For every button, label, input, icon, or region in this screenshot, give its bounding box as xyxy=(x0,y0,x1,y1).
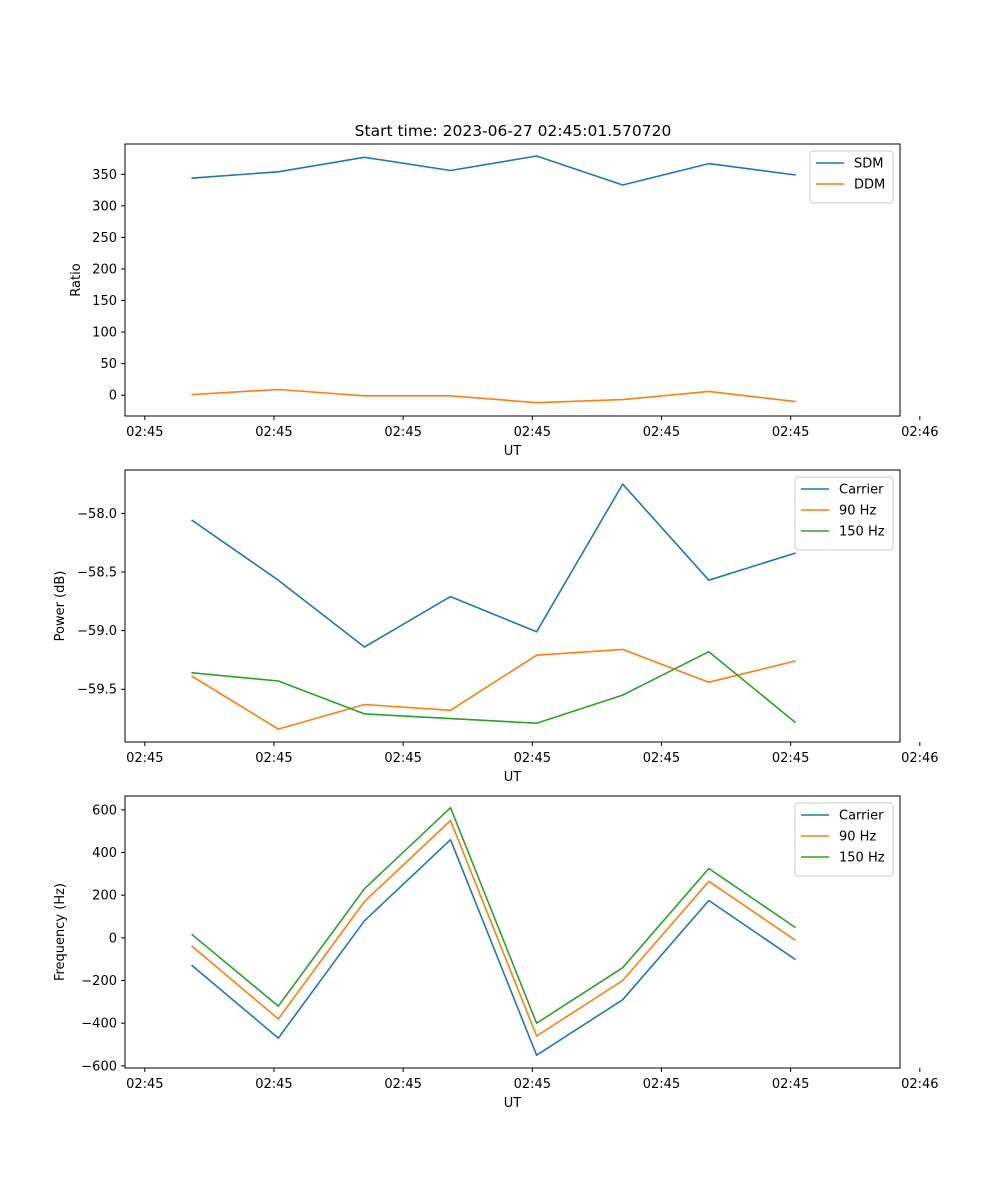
y-tick-label: 150 xyxy=(92,294,117,309)
series-line-150-hz xyxy=(191,650,797,725)
legend-label: DDM xyxy=(854,178,885,193)
series-line-carrier xyxy=(191,483,796,648)
y-tick-label: −200 xyxy=(81,974,117,989)
x-axis-label: UT xyxy=(504,770,522,785)
chart-title: Start time: 2023-06-27 02:45:01.570720 xyxy=(355,122,672,140)
panel-1: 02:45 02:45 02:45 02:45 02:45 02:45 02:46 0 50 10… xyxy=(69,143,939,459)
series-line-90-hz xyxy=(191,819,797,1037)
series-line-90-hz xyxy=(191,648,796,730)
axes-frame xyxy=(124,795,901,1069)
legend-label: Carrier xyxy=(839,483,884,498)
x-tick-label: 02:45 xyxy=(255,425,292,440)
y-tick-label: 50 xyxy=(100,357,117,372)
series-line-150-hz xyxy=(191,806,797,1025)
panel-2: 02:45 02:45 02:45 02:45 02:45 02:45 02:46 −59.5… xyxy=(53,469,939,785)
legend-label: Carrier xyxy=(839,809,884,824)
y-axis-label: Power (dB) xyxy=(53,571,68,642)
legend: Carrier 90 Hz 150 Hz xyxy=(794,802,894,877)
x-tick-label: 02:45 xyxy=(384,425,421,440)
x-tick-label: 02:45 xyxy=(772,1077,809,1092)
y-tick-label: 200 xyxy=(92,262,117,277)
x-tick-label: 02:45 xyxy=(255,1077,292,1092)
y-tick-label: 350 xyxy=(92,168,117,183)
y-tick-label: −59.0 xyxy=(77,624,117,639)
x-tick-label: 02:45 xyxy=(126,751,163,766)
x-tick-label: 02:45 xyxy=(643,751,680,766)
y-tick-label: −59.5 xyxy=(77,683,117,698)
legend-box xyxy=(809,150,894,204)
x-tick-label: 02:45 xyxy=(514,751,551,766)
y-tick-label: 0 xyxy=(109,389,117,404)
legend-label: 150 Hz xyxy=(839,851,885,866)
x-tick-label: 02:45 xyxy=(126,1077,163,1092)
y-tick-label: 250 xyxy=(92,231,117,246)
legend: Carrier 90 Hz 150 Hz xyxy=(794,476,894,551)
x-tick-label: 02:45 xyxy=(643,1077,680,1092)
x-tick-label: 02:45 xyxy=(384,1077,421,1092)
x-tick-label: 02:45 xyxy=(514,1077,551,1092)
legend: SDM DDM xyxy=(809,150,894,204)
legend-label: 150 Hz xyxy=(839,525,885,540)
series-line-carrier xyxy=(191,838,797,1056)
axes-frame xyxy=(124,143,901,417)
panels: 02:45 02:45 02:45 02:45 02:45 02:45 02:46 0 50 10… xyxy=(53,143,939,1111)
y-tick-label: −600 xyxy=(81,1059,117,1074)
y-tick-label: −400 xyxy=(81,1017,117,1032)
y-axis-label: Ratio xyxy=(69,263,84,296)
x-tick-label: 02:45 xyxy=(772,425,809,440)
x-tick-label: 02:45 xyxy=(643,425,680,440)
x-axis-label: UT xyxy=(504,1096,522,1111)
legend-label: 90 Hz xyxy=(839,504,876,519)
x-tick-label: 02:45 xyxy=(514,425,551,440)
y-tick-label: −58.0 xyxy=(77,507,117,522)
x-tick-label: 02:46 xyxy=(901,751,938,766)
y-tick-label: 600 xyxy=(92,803,117,818)
y-tick-label: 200 xyxy=(92,889,117,904)
x-tick-label: 02:45 xyxy=(126,425,163,440)
x-tick-label: 02:46 xyxy=(901,1077,938,1092)
legend-label: 90 Hz xyxy=(839,830,876,845)
y-tick-label: 0 xyxy=(109,931,117,946)
x-tick-label: 02:46 xyxy=(901,425,938,440)
series-line-ddm xyxy=(191,388,796,404)
x-axis-label: UT xyxy=(504,444,522,459)
y-axis-label: Frequency (Hz) xyxy=(53,883,68,981)
x-tick-label: 02:45 xyxy=(384,751,421,766)
y-tick-label: 300 xyxy=(92,199,117,214)
x-tick-label: 02:45 xyxy=(255,751,292,766)
series-line-sdm xyxy=(191,155,796,186)
y-tick-label: −58.5 xyxy=(77,566,117,581)
panel-3: 02:45 02:45 02:45 02:45 02:45 02:45 02:46 −600 −… xyxy=(53,795,939,1111)
legend-label: SDM xyxy=(854,157,883,172)
axes-frame xyxy=(124,469,901,743)
y-tick-label: 400 xyxy=(92,846,117,861)
x-tick-label: 02:45 xyxy=(772,751,809,766)
y-tick-label: 100 xyxy=(92,326,117,341)
